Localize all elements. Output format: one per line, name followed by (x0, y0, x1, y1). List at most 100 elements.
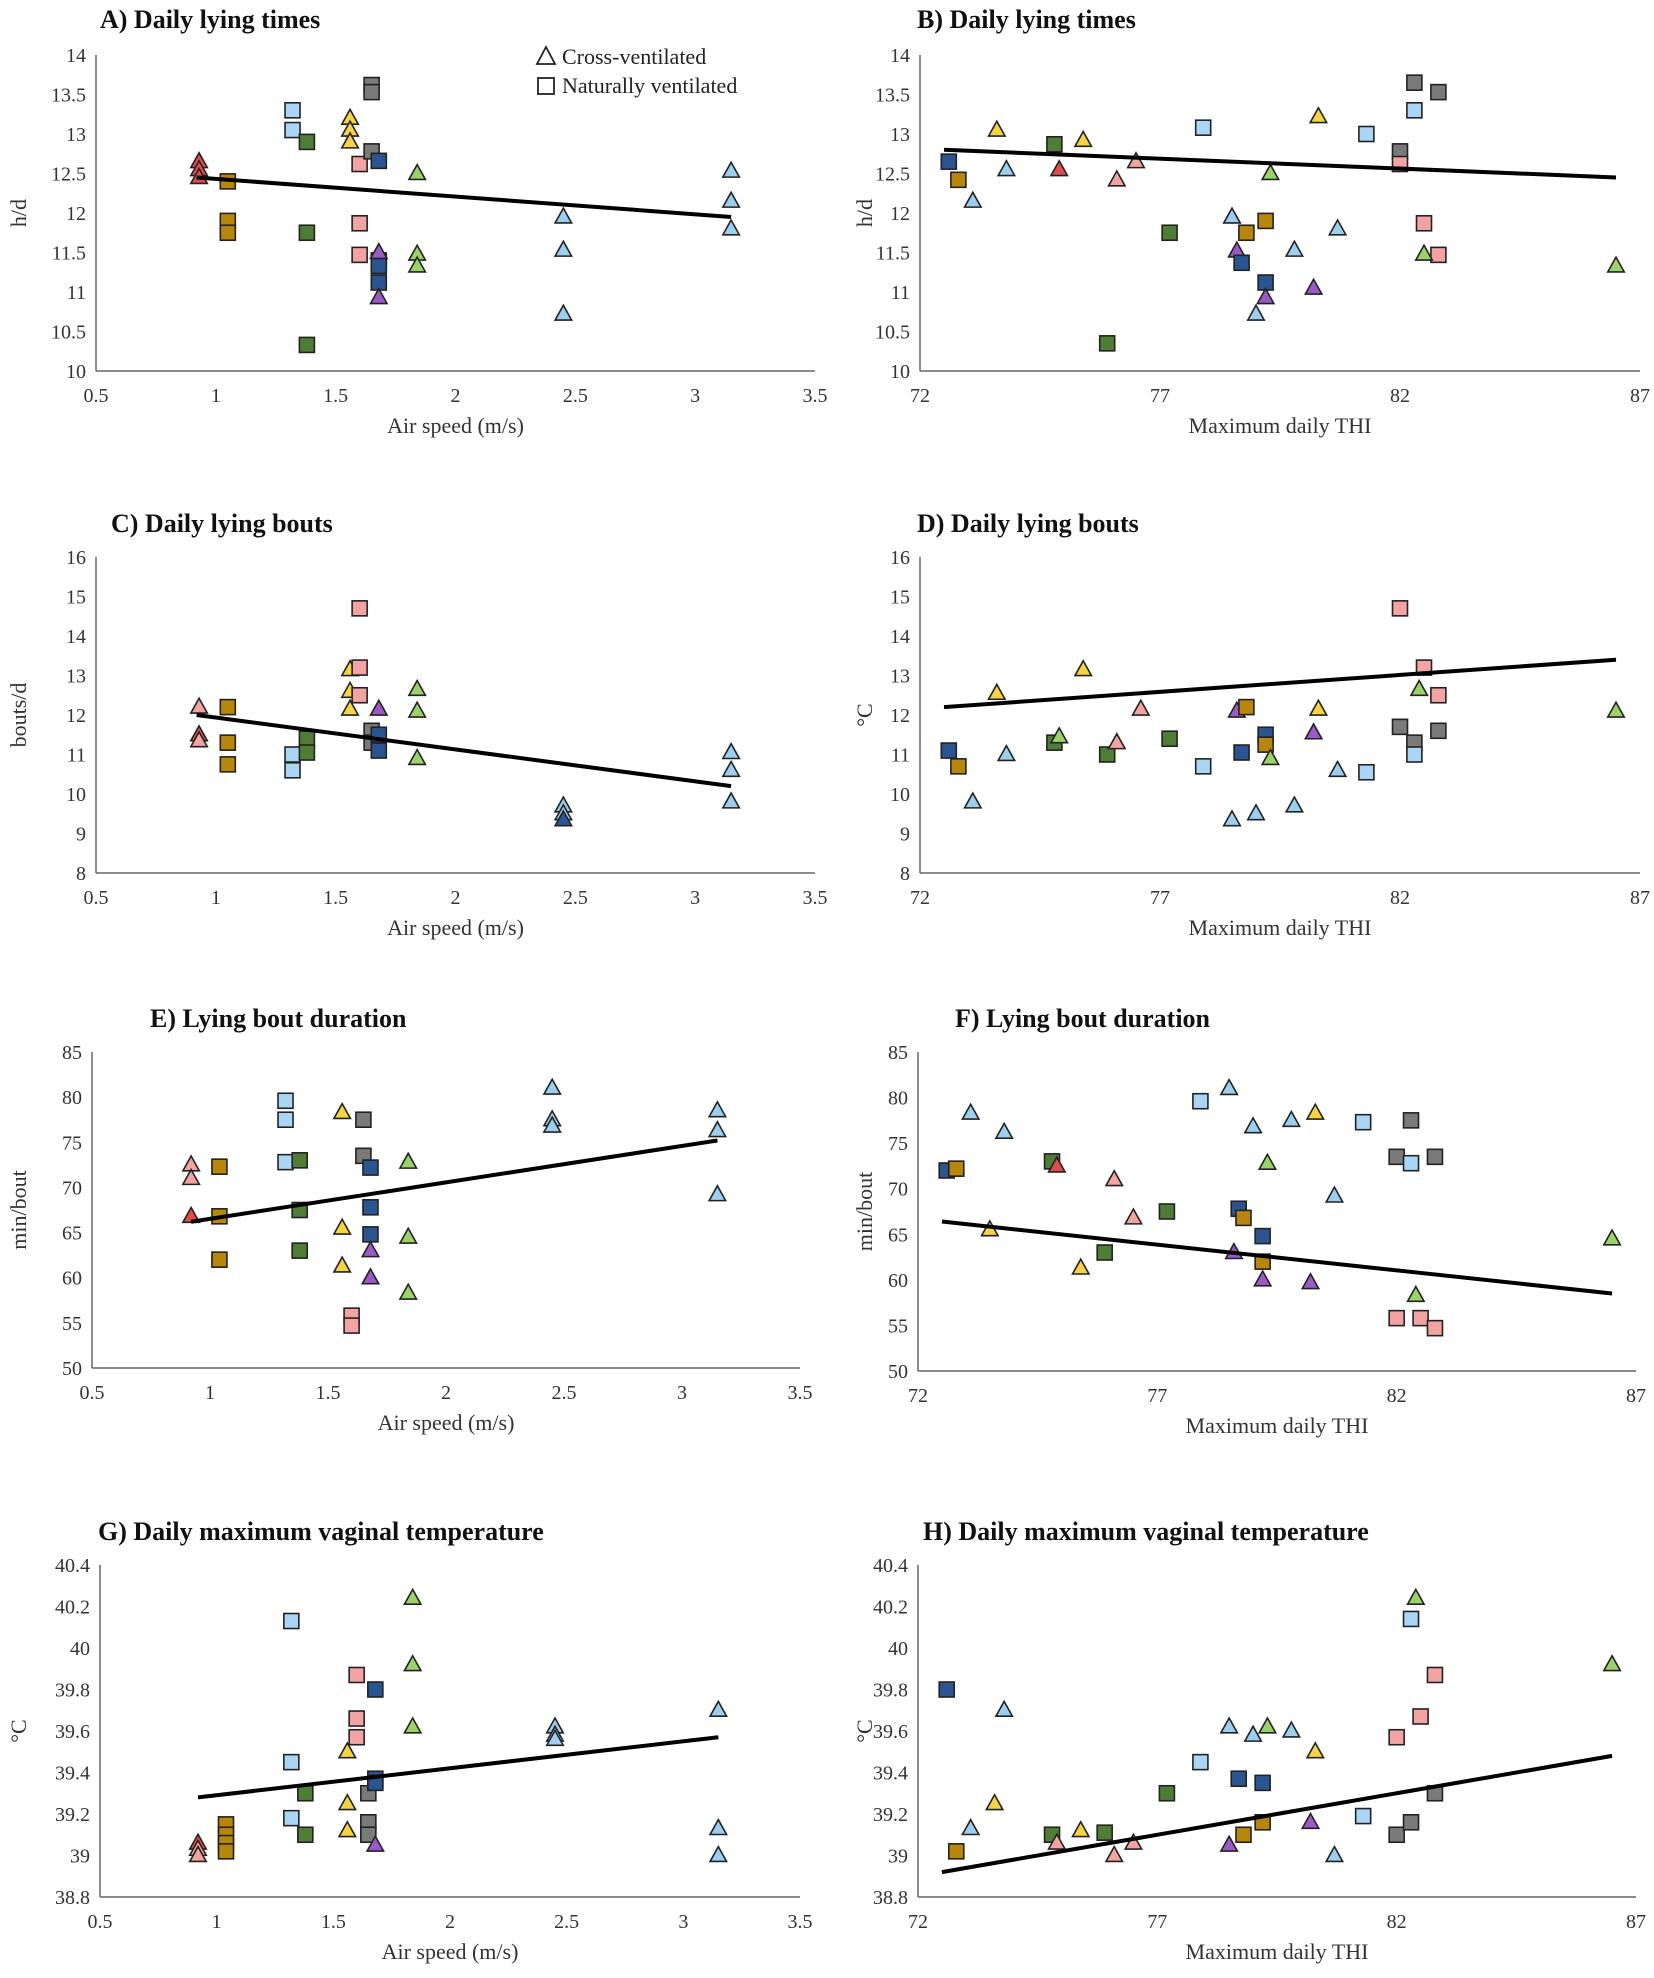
square-point (938, 1681, 956, 1698)
panel-title: E) Lying bout duration (150, 1004, 407, 1033)
panel-title: F) Lying bout duration (955, 1004, 1211, 1033)
triangle-point (188, 1845, 208, 1863)
triangle-point (1255, 287, 1276, 305)
square-point (940, 153, 958, 170)
square-point (284, 746, 301, 763)
x-tick-label: 3 (678, 1911, 688, 1933)
y-tick-label: 85 (888, 1042, 908, 1064)
x-tick-label: 77 (1150, 887, 1170, 909)
x-axis-label: Air speed (m/s) (387, 413, 524, 438)
y-tick-label: 10 (66, 784, 86, 806)
triangle-point (994, 1121, 1014, 1139)
panel-title: C) Daily lying bouts (111, 509, 333, 538)
square-point (298, 730, 316, 748)
legend-square-marker (537, 77, 555, 95)
x-axis-label: Maximum daily THI (1189, 413, 1372, 438)
square-point (351, 214, 368, 232)
triangle-point (1406, 1587, 1426, 1605)
legend-label-cross-ventilated: Cross-ventilated (562, 44, 706, 69)
x-tick-label: 1 (211, 385, 221, 407)
panel-title: D) Daily lying bouts (917, 509, 1139, 538)
triangle-point (553, 206, 573, 224)
square-point (348, 1666, 365, 1684)
triangle-point (403, 1654, 423, 1672)
square-point (1412, 1708, 1429, 1725)
y-axis-label: min/bout (6, 1170, 31, 1249)
y-tick-label: 40.2 (55, 1597, 90, 1619)
panel-g: G) Daily maximum vaginal temperature 38.8… (6, 1517, 813, 1964)
triangle-point (1219, 1716, 1239, 1734)
y-axis-label: °C (6, 1719, 31, 1742)
y-tick-label: 11 (891, 745, 910, 767)
x-tick-label: 0.5 (84, 887, 109, 909)
square-point (283, 1809, 300, 1827)
x-tick-label: 72 (910, 385, 930, 407)
y-tick-label: 50 (62, 1358, 82, 1380)
triangle-point (1257, 1152, 1278, 1170)
triangle-point (398, 1226, 418, 1244)
triangle-point (1107, 732, 1127, 750)
triangle-point (1606, 700, 1626, 718)
x-tick-label: 82 (1390, 887, 1410, 909)
square-point (1235, 1209, 1252, 1227)
triangle-point (403, 1587, 423, 1605)
triangle-point (721, 190, 741, 208)
triangle-point (708, 1845, 728, 1863)
triangle-point (1602, 1228, 1622, 1246)
triangle-point (1243, 1724, 1263, 1742)
square-point (351, 686, 368, 704)
triangle-point (987, 682, 1007, 701)
square-point (1254, 1774, 1271, 1792)
square-point (1354, 1807, 1372, 1825)
y-tick-label: 8 (76, 863, 86, 885)
square-point (351, 246, 368, 264)
x-tick-label: 72 (908, 1385, 928, 1407)
y-axis-label: h/d (852, 199, 877, 227)
triangle-point (1222, 206, 1242, 224)
y-tick-label: 8 (900, 863, 910, 885)
triangle-point (1246, 303, 1266, 321)
x-tick-label: 0.5 (80, 1382, 105, 1404)
y-tick-label: 40.4 (873, 1555, 908, 1577)
square-point (1426, 1666, 1444, 1684)
square-point (298, 224, 316, 242)
x-tick-label: 82 (1387, 1385, 1407, 1407)
square-point (1406, 102, 1423, 119)
square-point (219, 734, 237, 751)
square-point (1388, 1309, 1405, 1327)
square-point (297, 1784, 314, 1802)
square-point (1406, 74, 1423, 91)
square-point (1233, 744, 1250, 761)
square-point (1406, 746, 1423, 763)
square-point (217, 1843, 235, 1860)
triangle-point (708, 1818, 728, 1836)
y-tick-label: 65 (62, 1223, 82, 1245)
y-tick-label: 11 (891, 282, 910, 304)
triangle-point (1049, 726, 1069, 744)
square-point (1161, 730, 1178, 748)
trend-line (941, 1219, 1613, 1296)
x-tick-label: 3.5 (788, 1382, 813, 1404)
triangle-point (1305, 1741, 1325, 1759)
panel-title: A) Daily lying times (100, 5, 320, 34)
y-tick-label: 39 (888, 1846, 908, 1868)
square-point (283, 1612, 300, 1630)
triangle-point (1308, 106, 1329, 124)
y-tick-label: 13 (66, 124, 86, 146)
square-point (950, 758, 967, 775)
triangle-point (1123, 1207, 1144, 1225)
triangle-point (332, 1255, 352, 1273)
panel-d: D) Daily lying bouts 8 9 10 11 12 13 14 15 16 72 77… (852, 509, 1650, 940)
x-tick-label: 3 (690, 385, 700, 407)
square-point (219, 224, 237, 242)
x-tick-label: 3.5 (803, 385, 828, 407)
triangle-point (1284, 239, 1305, 257)
square-point (940, 742, 958, 759)
square-point (277, 1092, 294, 1110)
panel-a: A) Daily lying times1010.51111.51212.513… (6, 5, 828, 438)
triangle-point (1104, 1169, 1124, 1187)
panel-title: B) Daily lying times (917, 5, 1136, 34)
x-tick-label: 3 (677, 1382, 687, 1404)
square-point (348, 1710, 365, 1727)
